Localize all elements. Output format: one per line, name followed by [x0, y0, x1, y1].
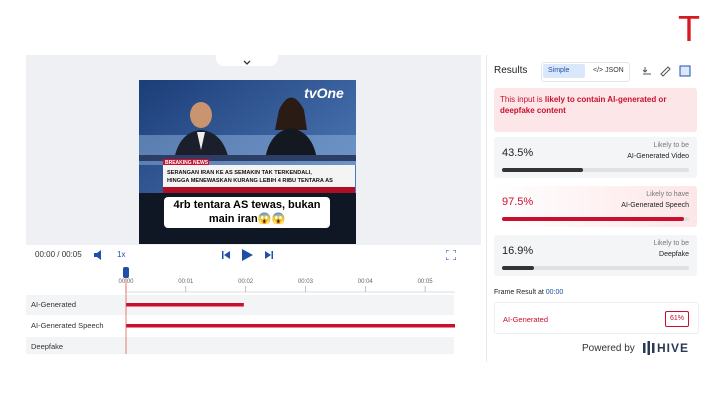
result-caption: AI-Generated Video — [627, 153, 689, 160]
alert-emphasis: likely to contain AI-generated or deepfa… — [500, 95, 667, 115]
alert-text: This input is — [500, 95, 543, 104]
play-button[interactable] — [242, 249, 253, 261]
result-caption: Likely to be — [653, 240, 689, 247]
chevron — [243, 60, 251, 65]
time-display: 00:00 / 00:05 — [35, 250, 82, 259]
progress-bar — [502, 266, 534, 270]
link-icon[interactable] — [660, 66, 671, 77]
detection-segment — [126, 324, 455, 328]
tick-label: 00:05 — [418, 279, 434, 285]
caption-line: main iran😱😱 — [209, 212, 286, 225]
results-title: Results — [494, 65, 528, 76]
speed-button[interactable]: 1x — [117, 250, 126, 259]
prev-button[interactable] — [222, 251, 230, 259]
powered-by: Powered by — [582, 343, 635, 354]
tab-json[interactable]: </> JSON — [593, 67, 624, 74]
playback-controls — [222, 249, 273, 261]
row-label: AI-Generated — [31, 300, 76, 309]
fullscreen-button[interactable] — [446, 250, 456, 260]
tab-simple[interactable]: Simple — [548, 67, 570, 74]
frame-class: AI-Generated — [503, 315, 549, 324]
progress-track — [502, 266, 689, 270]
view-toggle — [541, 62, 630, 82]
timeline: 00:0000:0100:0200:0300:0400:05AI-Generat… — [26, 267, 455, 354]
volume-button[interactable] — [93, 250, 105, 260]
news-tag: BREAKING NEWS — [165, 160, 209, 166]
tab-active — [543, 64, 585, 78]
tick-label: 00:03 — [298, 279, 314, 285]
headline-line: HINGGA MENEWASKAN KURANG LEBIH 4 RIBU TE… — [167, 178, 333, 184]
collapse-tab[interactable] — [216, 55, 278, 66]
video-frame: tvOne BREAKING NEWS SERANGAN IRAN KE AS … — [139, 80, 356, 244]
result-caption: Deepfake — [659, 251, 689, 258]
tick-label: 00:04 — [358, 279, 374, 285]
frame-time: 00:00 — [545, 289, 564, 296]
tick-label: 00:02 — [238, 279, 254, 285]
tick-label: 00:01 — [178, 279, 194, 285]
progress-track — [502, 168, 689, 172]
download-icon[interactable] — [643, 67, 651, 75]
channel-logo: tvOne — [304, 85, 344, 101]
result-score: 16.9% — [502, 245, 534, 257]
frame-score: 61% — [665, 311, 689, 327]
result-caption: Likely to have — [646, 191, 689, 198]
frame-card — [494, 302, 699, 334]
hive-brand: HIVE — [657, 341, 690, 355]
detection-segment — [126, 303, 244, 307]
hive-icon — [643, 341, 655, 355]
progress-bar — [502, 168, 584, 172]
logo: T — [678, 8, 700, 49]
progress-bar — [502, 217, 685, 221]
caption-line: 4rb tentara AS tewas, bukan — [174, 199, 321, 211]
row-bg — [26, 337, 454, 354]
frame-label: Frame Result at — [494, 289, 544, 296]
row-label: Deepfake — [31, 342, 63, 351]
result-caption: AI-Generated Speech — [621, 202, 689, 209]
result-score: 43.5% — [502, 147, 534, 159]
result-score: 97.5% — [502, 196, 534, 208]
layout-icon[interactable] — [679, 65, 691, 77]
playhead-handle — [123, 267, 129, 278]
row-label: AI-Generated Speech — [31, 321, 104, 330]
toolbar-icons — [643, 65, 691, 77]
next-button[interactable] — [265, 251, 273, 259]
headline-line: SERANGAN IRAN KE AS SEMAKIN TAK TERKENDA… — [167, 170, 312, 176]
result-caption: Likely to be — [653, 142, 689, 149]
alert: This input is likely to contain AI-gener… — [494, 88, 697, 132]
frame-title: Frame Result at 00:00 — [494, 289, 563, 296]
